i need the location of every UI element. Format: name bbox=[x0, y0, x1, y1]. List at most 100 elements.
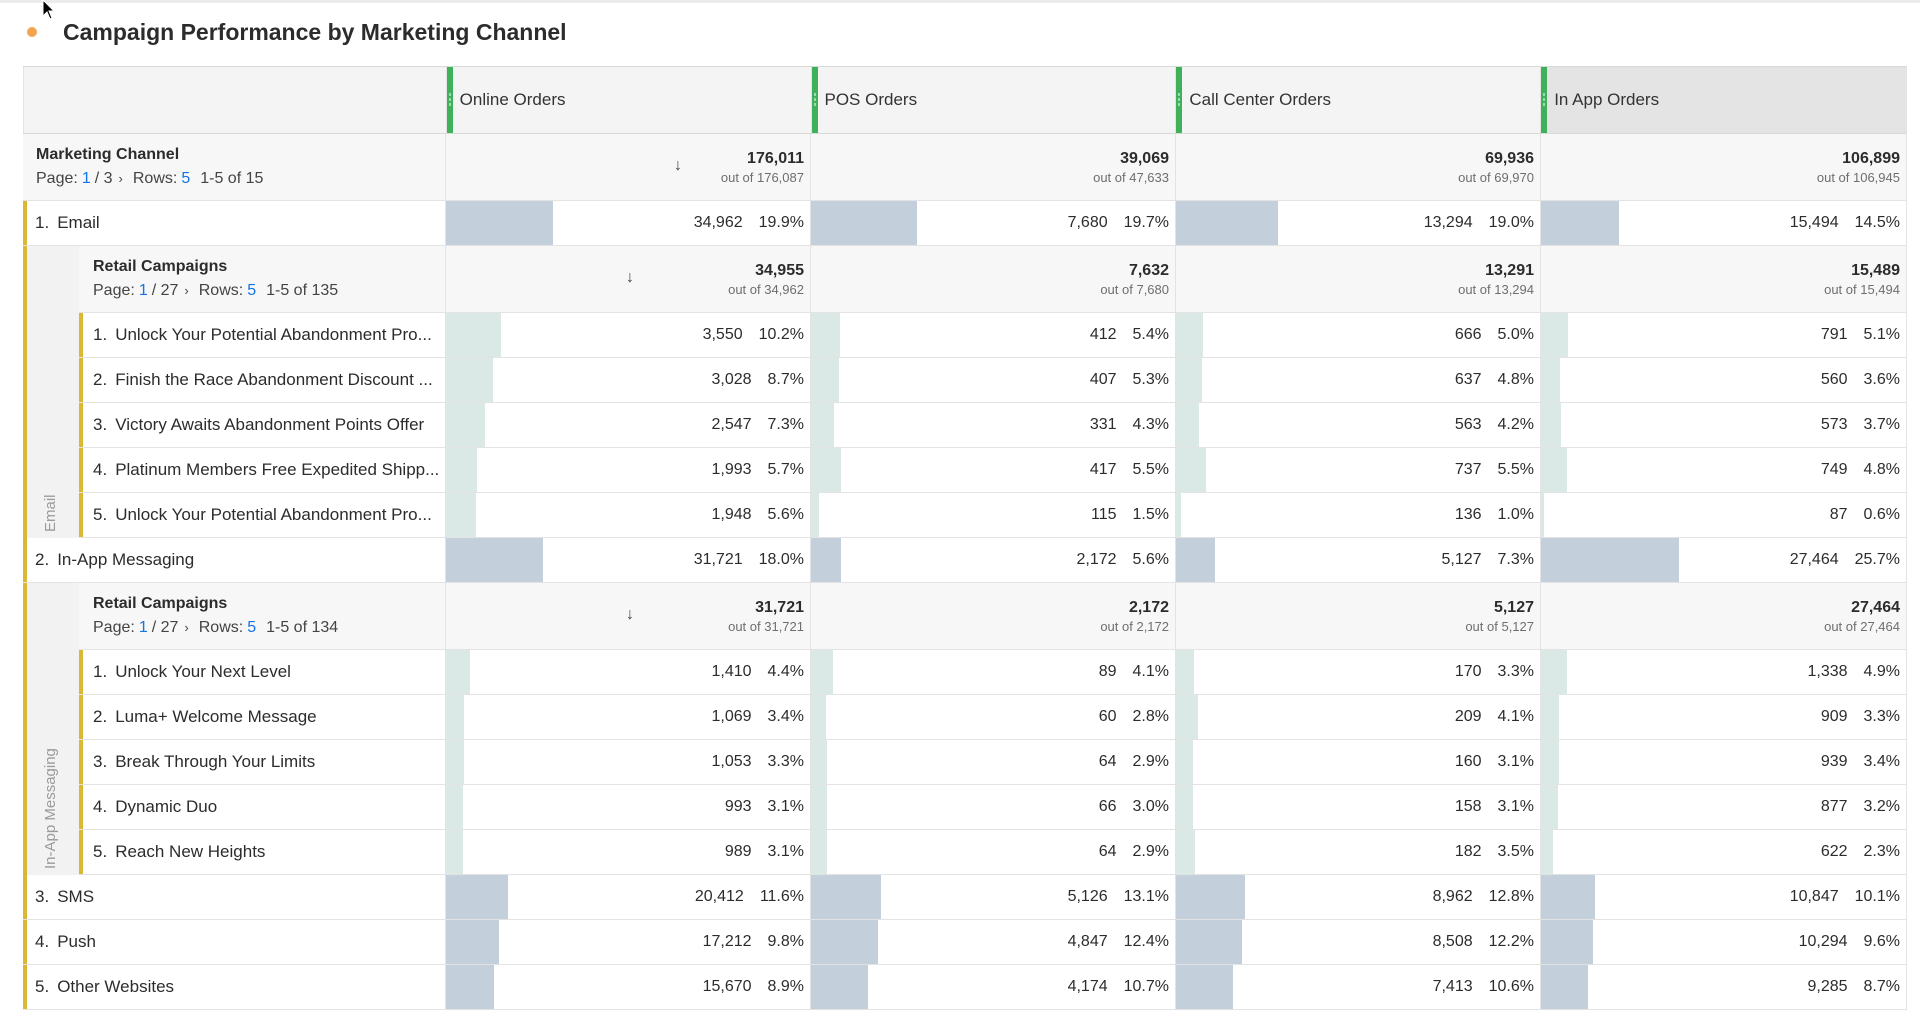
metric-cell[interactable]: 27,464 25.7% bbox=[1541, 538, 1907, 582]
row-label[interactable]: 1. Unlock Your Potential Abandonment Pro.… bbox=[79, 313, 446, 357]
rows-per-page[interactable]: 5 bbox=[247, 619, 257, 636]
row-label[interactable]: 5. Unlock Your Potential Abandonment Pro.… bbox=[79, 493, 446, 537]
metric-cell[interactable]: 989 3.1% bbox=[446, 830, 811, 874]
metric-cell[interactable]: 87 0.6% bbox=[1541, 493, 1907, 537]
metric-cell[interactable]: 7,680 19.7% bbox=[811, 201, 1176, 245]
next-page-chevron-icon[interactable]: › bbox=[118, 171, 123, 186]
sort-descending-icon[interactable]: ↓ bbox=[626, 606, 634, 623]
metric-cell[interactable]: 412 5.4% bbox=[811, 313, 1176, 357]
row-label[interactable]: 2. Finish the Race Abandonment Discount .… bbox=[79, 358, 446, 402]
metric-cell[interactable]: 160 3.1% bbox=[1176, 740, 1541, 784]
breakdown-row[interactable]: 5. Unlock Your Potential Abandonment Pro.… bbox=[79, 493, 1907, 538]
metric-cell[interactable]: 1,948 5.6% bbox=[446, 493, 811, 537]
breakdown-row[interactable]: 4. Platinum Members Free Expedited Shipp.… bbox=[79, 448, 1907, 493]
row-label[interactable]: 5. Other Websites bbox=[23, 965, 446, 1009]
rows-per-page[interactable]: 5 bbox=[247, 282, 257, 299]
metric-cell[interactable]: 17,212 9.8% bbox=[446, 920, 811, 964]
metric-cell[interactable]: 20,412 11.6% bbox=[446, 875, 811, 919]
row-label[interactable]: 4. Push bbox=[23, 920, 446, 964]
next-page-chevron-icon[interactable]: › bbox=[184, 620, 189, 635]
metric-cell[interactable]: 1,338 4.9% bbox=[1541, 650, 1907, 694]
breakdown-row[interactable]: 3. Victory Awaits Abandonment Points Offe… bbox=[79, 403, 1907, 448]
metric-cell[interactable]: 939 3.4% bbox=[1541, 740, 1907, 784]
metric-cell[interactable]: 158 3.1% bbox=[1176, 785, 1541, 829]
row-label[interactable]: 3. SMS bbox=[23, 875, 446, 919]
metric-cell[interactable]: 573 3.7% bbox=[1541, 403, 1907, 447]
page-number[interactable]: 1 bbox=[138, 282, 148, 299]
dimension-name[interactable]: Retail Campaigns bbox=[93, 595, 228, 612]
metric-cell[interactable]: 64 2.9% bbox=[811, 740, 1176, 784]
metric-cell[interactable]: 791 5.1% bbox=[1541, 313, 1907, 357]
metric-cell[interactable]: 737 5.5% bbox=[1176, 448, 1541, 492]
row-label[interactable]: 3. Break Through Your Limits bbox=[79, 740, 446, 784]
row-label[interactable]: 1. Unlock Your Next Level bbox=[79, 650, 446, 694]
table-row[interactable]: 4. Push 17,212 9.8% 4,847 12.4% 8,508 12.2% 10,2… bbox=[23, 920, 1907, 965]
page-number[interactable]: 1 bbox=[138, 619, 148, 636]
row-label[interactable]: 2. In-App Messaging bbox=[23, 538, 446, 582]
sort-descending-icon[interactable]: ↓ bbox=[674, 157, 682, 174]
metric-cell[interactable]: 64 2.9% bbox=[811, 830, 1176, 874]
drag-handle-icon[interactable] bbox=[1541, 67, 1548, 133]
dimension-name[interactable]: Retail Campaigns bbox=[93, 258, 228, 275]
metric-cell[interactable]: 1,053 3.3% bbox=[446, 740, 811, 784]
metric-cell[interactable]: 66 3.0% bbox=[811, 785, 1176, 829]
metric-cell[interactable]: 7,413 10.6% bbox=[1176, 965, 1541, 1009]
metric-cell[interactable]: 417 5.5% bbox=[811, 448, 1176, 492]
metric-cell[interactable]: 4,847 12.4% bbox=[811, 920, 1176, 964]
table-row[interactable]: 1. Email 34,962 19.9% 7,680 19.7% 13,294 19.0% 1… bbox=[23, 201, 1907, 246]
column-header-in-app-orders[interactable]: In App Orders bbox=[1541, 67, 1908, 133]
breakdown-row[interactable]: 3. Break Through Your Limits 1,053 3.3% 64 2.… bbox=[79, 740, 1907, 785]
row-label[interactable]: 1. Email bbox=[23, 201, 446, 245]
breakdown-row[interactable]: 2. Luma+ Welcome Message 1,069 3.4% 60 2.8% 20… bbox=[79, 695, 1907, 740]
metric-cell[interactable]: 877 3.2% bbox=[1541, 785, 1907, 829]
metric-cell[interactable]: 209 4.1% bbox=[1176, 695, 1541, 739]
metric-cell[interactable]: 622 2.3% bbox=[1541, 830, 1907, 874]
metric-cell[interactable]: 909 3.3% bbox=[1541, 695, 1907, 739]
row-label[interactable]: 3. Victory Awaits Abandonment Points Offe… bbox=[79, 403, 446, 447]
drag-handle-icon[interactable] bbox=[811, 67, 818, 133]
breakdown-row[interactable]: 4. Dynamic Duo 993 3.1% 66 3.0% 158 3.1% 877 3.2% bbox=[79, 785, 1907, 830]
metric-cell[interactable]: 3,550 10.2% bbox=[446, 313, 811, 357]
metric-cell[interactable]: 331 4.3% bbox=[811, 403, 1176, 447]
metric-cell[interactable]: 5,126 13.1% bbox=[811, 875, 1176, 919]
metric-cell[interactable]: 407 5.3% bbox=[811, 358, 1176, 402]
metric-cell[interactable]: 182 3.5% bbox=[1176, 830, 1541, 874]
page-number[interactable]: 1 bbox=[81, 170, 91, 187]
column-header-online-orders[interactable]: Online Orders bbox=[446, 67, 812, 133]
metric-cell[interactable]: 170 3.3% bbox=[1176, 650, 1541, 694]
metric-cell[interactable]: 34,962 19.9% bbox=[446, 201, 811, 245]
metric-cell[interactable]: 8,962 12.8% bbox=[1176, 875, 1541, 919]
dimension-name[interactable]: Marketing Channel bbox=[36, 146, 180, 163]
sort-descending-icon[interactable]: ↓ bbox=[626, 269, 634, 286]
table-row[interactable]: 3. SMS 20,412 11.6% 5,126 13.1% 8,962 12.8% 10,8… bbox=[23, 875, 1907, 920]
metric-cell[interactable]: 60 2.8% bbox=[811, 695, 1176, 739]
metric-cell[interactable]: 10,294 9.6% bbox=[1541, 920, 1907, 964]
metric-cell[interactable]: 9,285 8.7% bbox=[1541, 965, 1907, 1009]
metric-cell[interactable]: 1,410 4.4% bbox=[446, 650, 811, 694]
metric-cell[interactable]: 10,847 10.1% bbox=[1541, 875, 1907, 919]
metric-cell[interactable]: 15,670 8.9% bbox=[446, 965, 811, 1009]
metric-cell[interactable]: 1,069 3.4% bbox=[446, 695, 811, 739]
table-row[interactable]: 5. Other Websites 15,670 8.9% 4,174 10.7% 7,41… bbox=[23, 965, 1907, 1010]
metric-cell[interactable]: 560 3.6% bbox=[1541, 358, 1907, 402]
metric-cell[interactable]: 2,172 5.6% bbox=[811, 538, 1176, 582]
row-label[interactable]: 4. Dynamic Duo bbox=[79, 785, 446, 829]
metric-cell[interactable]: 4,174 10.7% bbox=[811, 965, 1176, 1009]
metric-cell[interactable]: 89 4.1% bbox=[811, 650, 1176, 694]
drag-handle-icon[interactable] bbox=[446, 67, 453, 133]
breakdown-row[interactable]: 1. Unlock Your Next Level 1,410 4.4% 89 4.1% 1… bbox=[79, 650, 1907, 695]
metric-cell[interactable]: 15,494 14.5% bbox=[1541, 201, 1907, 245]
drag-handle-icon[interactable] bbox=[1176, 67, 1183, 133]
metric-cell[interactable]: 637 4.8% bbox=[1176, 358, 1541, 402]
metric-cell[interactable]: 115 1.5% bbox=[811, 493, 1176, 537]
table-row[interactable]: 2. In-App Messaging 31,721 18.0% 2,172 5.6% 5,… bbox=[23, 538, 1907, 583]
metric-cell[interactable]: 136 1.0% bbox=[1176, 493, 1541, 537]
metric-cell[interactable]: 666 5.0% bbox=[1176, 313, 1541, 357]
next-page-chevron-icon[interactable]: › bbox=[184, 283, 189, 298]
row-label[interactable]: 4. Platinum Members Free Expedited Shipp.… bbox=[79, 448, 446, 492]
metric-cell[interactable]: 1,993 5.7% bbox=[446, 448, 811, 492]
breakdown-row[interactable]: 5. Reach New Heights 989 3.1% 64 2.9% 182 3.5% 6… bbox=[79, 830, 1907, 875]
metric-cell[interactable]: 563 4.2% bbox=[1176, 403, 1541, 447]
metric-cell[interactable]: 13,294 19.0% bbox=[1176, 201, 1541, 245]
breakdown-row[interactable]: 2. Finish the Race Abandonment Discount .… bbox=[79, 358, 1907, 403]
